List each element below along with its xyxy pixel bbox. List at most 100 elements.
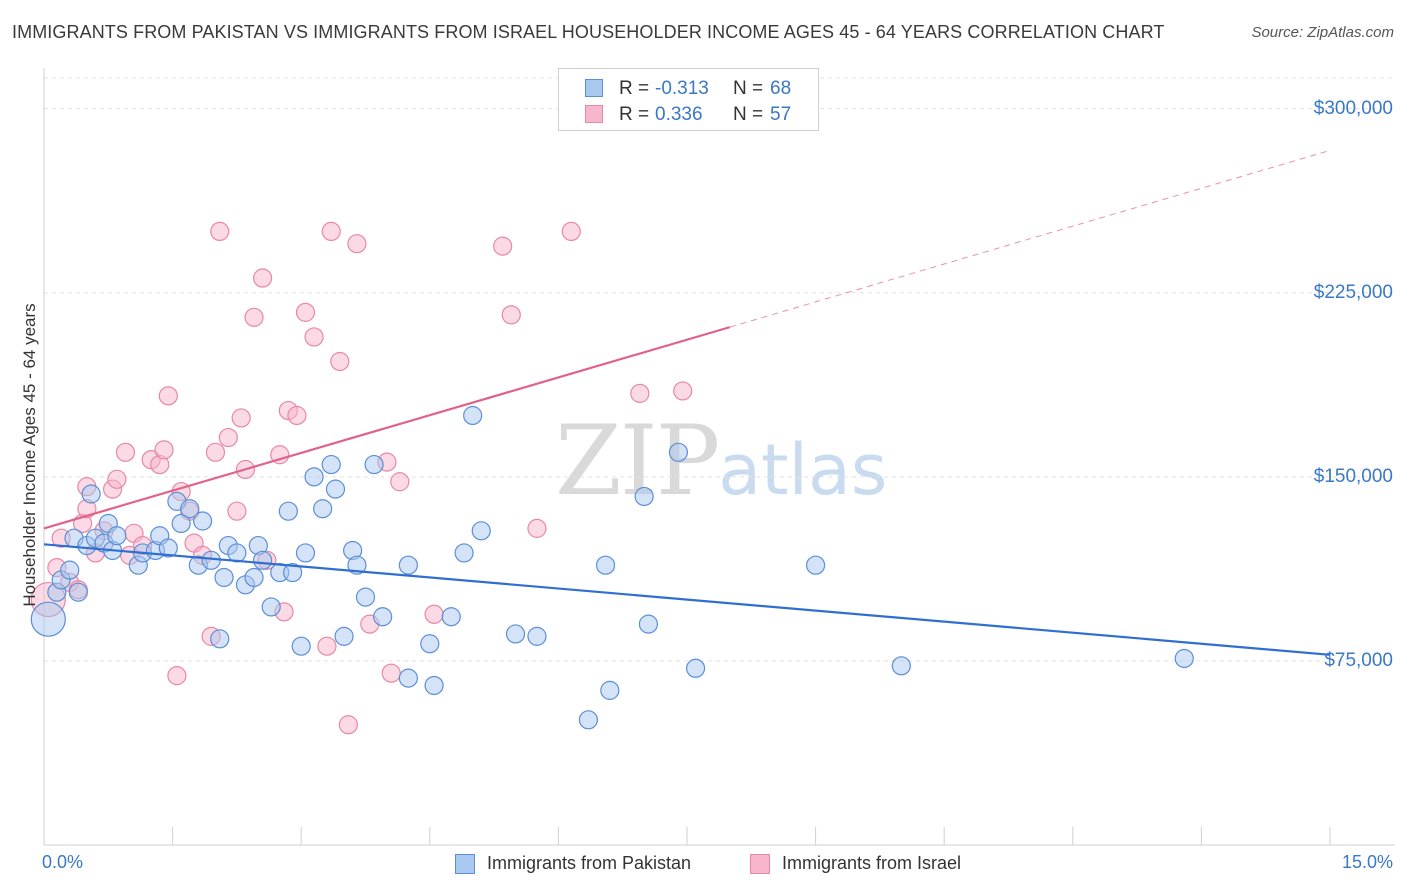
pakistan-legend-swatch — [455, 854, 475, 874]
legend-label-pakistan: Immigrants from Pakistan — [487, 853, 692, 873]
israel-point — [381, 663, 401, 683]
stats-row-pakistan: R = -0.313 N = 68 — [559, 76, 818, 102]
pakistan-point — [227, 543, 247, 563]
israel-point — [321, 221, 341, 241]
israel-point — [253, 268, 273, 288]
n-label: N = — [733, 104, 764, 125]
pakistan-point — [471, 521, 491, 541]
israel-point — [107, 469, 127, 489]
israel-legend-swatch — [750, 854, 770, 874]
israel-point — [390, 472, 410, 492]
israel-point — [295, 302, 316, 322]
pakistan-point — [420, 634, 440, 654]
pakistan-point — [313, 499, 333, 519]
r-label: R = — [619, 104, 650, 125]
y-tick-label: $75,000 — [1324, 649, 1393, 671]
pakistan-point — [214, 567, 234, 588]
pakistan-point — [283, 562, 303, 583]
pakistan-point — [595, 555, 616, 575]
y-tick-label: $225,000 — [1313, 281, 1393, 303]
israel-point — [231, 408, 251, 428]
pakistan-point — [805, 555, 826, 575]
pakistan-point — [244, 567, 264, 588]
pakistan-point — [60, 560, 80, 580]
n-value: 57 — [770, 104, 792, 125]
pakistan-point — [454, 543, 474, 563]
pakistan-swatch — [585, 79, 603, 97]
israel-point — [154, 440, 174, 460]
israel-point — [347, 234, 367, 254]
pakistan-point — [253, 550, 273, 570]
pakistan-point — [30, 601, 66, 637]
israel-point — [317, 636, 337, 656]
trend-lines — [43, 149, 1331, 656]
israel-point — [424, 604, 444, 624]
n-label: N = — [733, 78, 764, 99]
pakistan-point — [441, 607, 461, 627]
israel-point — [158, 386, 178, 406]
israel-point — [227, 501, 247, 521]
pakistan-point — [68, 582, 88, 602]
pakistan-point — [638, 614, 659, 634]
pakistan-point — [505, 624, 526, 644]
pakistan-point — [158, 538, 178, 558]
chart-title: IMMIGRANTS FROM PAKISTAN VS IMMIGRANTS F… — [12, 22, 1165, 42]
israel-point — [330, 351, 350, 372]
pakistan-point — [1174, 648, 1194, 669]
r-value: -0.313 — [655, 78, 709, 99]
pakistan-point — [304, 467, 324, 487]
pakistan-point — [527, 626, 547, 646]
pakistan-points — [30, 405, 1194, 730]
pakistan-point — [668, 442, 689, 462]
r-label: R = — [619, 78, 650, 99]
r-value: 0.336 — [655, 104, 703, 125]
pakistan-point — [325, 479, 346, 499]
israel-point — [338, 715, 358, 735]
pakistan-point — [321, 454, 341, 475]
israel-point — [115, 442, 136, 462]
pakistan-trend-line — [43, 543, 1331, 656]
israel-point — [673, 381, 693, 401]
pakistan-point — [180, 499, 200, 519]
israel-point — [287, 405, 307, 426]
pakistan-point — [634, 486, 654, 507]
legend-label-israel: Immigrants from Israel — [782, 853, 962, 873]
stats-row-israel: R = 0.336 N = 57 — [559, 102, 818, 128]
pakistan-point — [424, 675, 444, 696]
pakistan-point — [578, 710, 599, 730]
pakistan-point — [107, 526, 127, 546]
pakistan-point — [261, 597, 281, 617]
y-axis-title: Householder Income Ages 45 - 64 years — [20, 303, 39, 607]
israel-point — [167, 666, 187, 686]
y-tick-label: $150,000 — [1313, 465, 1393, 487]
n-value: 68 — [770, 78, 792, 99]
israel-point — [270, 445, 290, 465]
pakistan-point — [891, 656, 911, 676]
pakistan-point — [291, 636, 311, 656]
pakistan-point — [210, 629, 230, 649]
pakistan-point — [685, 658, 706, 678]
axes — [43, 68, 1395, 846]
pakistan-point — [373, 607, 393, 627]
israel-point — [561, 221, 581, 241]
correlation-stats-box: R = -0.313 N = 68 R = 0.336 N = 57 — [558, 68, 819, 131]
y-tick-label: $300,000 — [1313, 97, 1393, 119]
pakistan-point — [600, 680, 620, 700]
israel-trend-line — [43, 326, 731, 530]
pakistan-point — [398, 555, 418, 575]
israel-point — [205, 442, 226, 462]
israel-point — [304, 327, 324, 347]
pakistan-point — [334, 626, 354, 646]
israel-points — [30, 221, 693, 735]
israel-point — [493, 236, 513, 256]
pakistan-point — [295, 543, 316, 563]
israel-swatch — [585, 105, 603, 123]
pakistan-point — [398, 668, 418, 688]
israel-trend-extension — [729, 149, 1331, 328]
pakistan-point — [463, 405, 483, 426]
pakistan-point — [193, 511, 213, 531]
israel-point — [630, 383, 650, 403]
source-label: Source: ZipAtlas.com — [1251, 24, 1394, 41]
israel-point — [244, 307, 264, 327]
